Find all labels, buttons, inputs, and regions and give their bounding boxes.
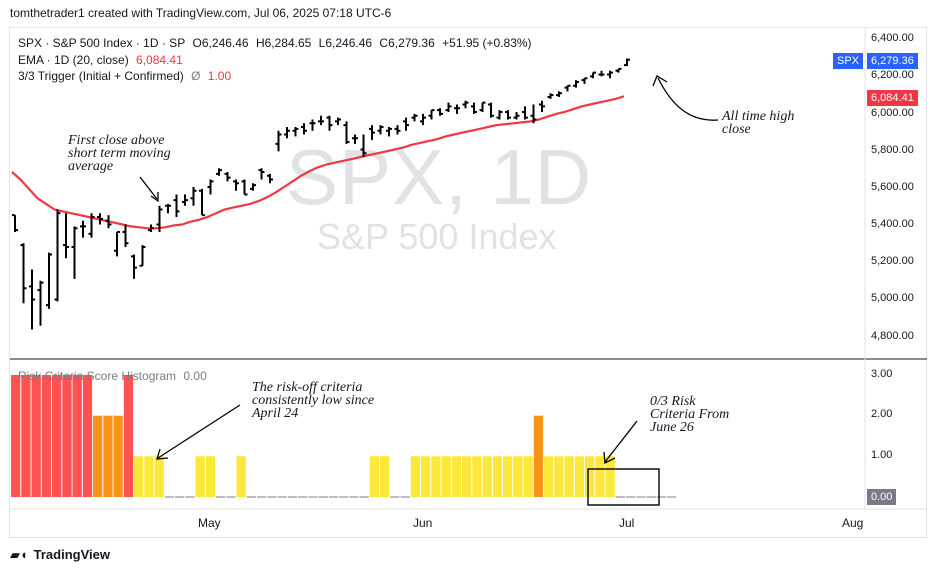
watermark-subtitle: S&P 500 Index (317, 216, 557, 257)
histogram-bar (472, 456, 482, 497)
price-tick: 5,200.00 (871, 255, 914, 267)
footer-brand-label: TradingView (33, 547, 110, 562)
histogram-bar (462, 456, 472, 497)
histogram-bar (82, 375, 93, 497)
histogram-bar (431, 456, 441, 497)
trigger-value: 1.00 (207, 69, 232, 83)
ohlc-low: L6,246.46 (318, 36, 373, 50)
histogram-bar (134, 456, 144, 497)
x-tick-jun: Jun (413, 516, 433, 530)
footer-brand[interactable]: ▰◖ TradingView (10, 547, 110, 563)
histogram-bar (380, 456, 390, 497)
ema-value: 6,084.41 (136, 53, 183, 67)
ema-label: EMA · 1D (20, close) (18, 53, 129, 67)
arrow-ath (657, 77, 719, 121)
annotation-first-close: First close above short term moving aver… (68, 133, 171, 174)
symbol-label: SPX · S&P 500 Index · 1D · SP (18, 36, 186, 50)
histogram-bar (410, 456, 421, 497)
arrow-risk-off (157, 404, 241, 459)
histogram-bar (113, 415, 123, 497)
histogram-bar (195, 456, 205, 497)
histogram-bar (72, 375, 82, 497)
price-tick: 6,200.00 (871, 69, 914, 81)
histogram-bar (205, 456, 216, 497)
ema-price-badge: 6,084.41 (867, 90, 918, 106)
histogram-bar (595, 456, 605, 497)
price-tick: 6,000.00 (871, 107, 914, 119)
histogram-bar (123, 375, 134, 497)
arrow-zero-risk (604, 420, 638, 463)
annotation-zero-risk: 0/3 Risk Criteria From June 26 (650, 394, 730, 435)
ohlc-close: C6,279.36 (379, 36, 435, 50)
histogram-value: 0.00 (183, 369, 207, 383)
x-tick-jul: Jul (619, 516, 635, 530)
price-tick: 5,400.00 (871, 218, 914, 230)
symbol-badge: SPX (833, 53, 864, 69)
histogram-bar (574, 456, 585, 497)
arrowhead-zero-risk (603, 451, 616, 465)
symbol-legend[interactable]: SPX · S&P 500 Index · 1D · SP O6,246.46 … (18, 36, 536, 50)
histogram-bar (421, 456, 431, 497)
histogram-tick: 2.00 (871, 408, 893, 420)
histogram-bar (585, 456, 595, 497)
price-tick: 5,000.00 (871, 292, 914, 304)
histogram-bar (369, 456, 380, 497)
chart-frame (9, 27, 927, 538)
histogram-bar (154, 456, 164, 497)
x-tick-aug: Aug (842, 516, 864, 530)
histogram-bar (93, 415, 103, 497)
histogram-legend[interactable]: Risk Criteria Score Histogram 0.00 (18, 369, 211, 383)
arrowhead-ath (652, 75, 668, 87)
price-tick: 5,600.00 (871, 181, 914, 193)
histogram-bar (31, 375, 41, 497)
arrowhead-first-close (150, 192, 159, 203)
highlight-box-zero-risk (587, 468, 660, 506)
ohlc-open: O6,246.46 (192, 36, 249, 50)
histogram-bar (236, 456, 246, 497)
histogram-bar (513, 456, 523, 497)
trigger-label: 3/3 Trigger (Initial + Confirmed) (18, 69, 184, 83)
histogram-bar (41, 375, 52, 497)
histogram-bar (441, 456, 451, 497)
last-price-badge: 6,279.36 (867, 53, 918, 69)
hidden-eye-icon[interactable]: Ø (191, 69, 201, 83)
annotation-risk-off: The risk-off criteria consistently low s… (252, 380, 375, 421)
ema-legend[interactable]: EMA · 1D (20, close) 6,084.41 (18, 53, 187, 67)
histogram-bar (482, 456, 492, 497)
histogram-bar (544, 456, 554, 497)
histogram-bar (503, 456, 513, 497)
histogram-bar (52, 375, 62, 497)
histogram-bar (492, 456, 503, 497)
tradingview-logo-icon: ▰◖ (10, 547, 28, 562)
price-tick: 6,400.00 (871, 32, 914, 44)
histogram-bar (451, 456, 462, 497)
ema-line (11, 95, 625, 230)
histogram-bar (103, 415, 113, 497)
histogram-bar (144, 456, 154, 497)
trigger-legend[interactable]: 3/3 Trigger (Initial + Confirmed) Ø 1.00 (18, 69, 235, 83)
annotation-ath: All time high close (722, 109, 795, 137)
histogram-bar (533, 415, 544, 497)
header-title: tomthetrader1 created with TradingView.c… (10, 6, 392, 20)
ohlc-high: H6,284.65 (255, 36, 312, 50)
histogram-bar (21, 375, 31, 497)
arrowhead-risk-off (156, 448, 169, 460)
histogram-label: Risk Criteria Score Histogram (18, 369, 177, 383)
price-tick: 4,800.00 (871, 330, 914, 342)
ohlc-change: +51.95 (+0.83%) (442, 36, 532, 50)
arrow-first-close (139, 176, 158, 200)
histogram-bar (564, 456, 574, 497)
histogram-bar (11, 375, 21, 497)
watermark-title: SPX, 1D (286, 133, 593, 221)
x-tick-may: May (198, 516, 221, 530)
histogram-tick: 1.00 (871, 449, 893, 461)
histogram-bar (523, 456, 533, 497)
histogram-tick: 3.00 (871, 368, 893, 380)
histogram-bar (605, 456, 615, 497)
price-tick: 5,800.00 (871, 144, 914, 156)
histogram-bar (62, 375, 72, 497)
histogram-bar (554, 456, 564, 497)
histogram-value-badge: 0.00 (867, 489, 897, 505)
